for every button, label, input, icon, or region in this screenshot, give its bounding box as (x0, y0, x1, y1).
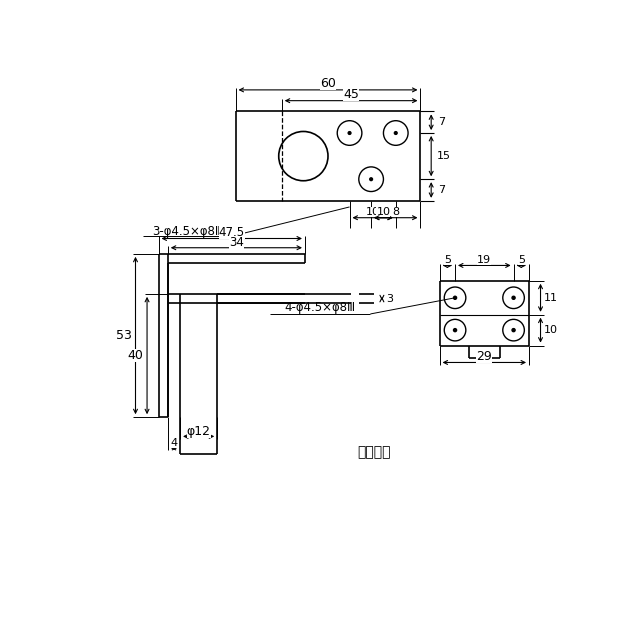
Text: φ12: φ12 (187, 424, 211, 438)
Text: 53: 53 (116, 329, 132, 342)
Text: 34: 34 (229, 236, 244, 249)
Text: 10: 10 (376, 207, 390, 216)
Text: 45: 45 (343, 88, 359, 101)
Text: 3: 3 (386, 294, 393, 303)
Circle shape (512, 328, 515, 332)
Text: 4: 4 (170, 438, 177, 447)
Circle shape (454, 296, 456, 300)
Circle shape (370, 178, 372, 180)
Text: 8: 8 (392, 207, 399, 216)
Text: 上部金具: 上部金具 (358, 445, 391, 459)
Text: 10: 10 (365, 207, 380, 216)
Text: 47.5: 47.5 (219, 226, 245, 239)
Text: 7: 7 (438, 117, 445, 127)
Text: 7: 7 (438, 185, 445, 195)
Text: 60: 60 (320, 77, 336, 90)
Circle shape (454, 328, 456, 332)
Circle shape (394, 132, 397, 134)
Text: 40: 40 (127, 349, 143, 362)
Circle shape (348, 132, 351, 134)
Text: 15: 15 (436, 151, 451, 161)
Text: 19: 19 (477, 255, 492, 265)
Text: 29: 29 (476, 350, 492, 363)
Text: 4-φ4.5×φ8Ⅲ: 4-φ4.5×φ8Ⅲ (285, 301, 356, 314)
Text: 3-φ4.5×φ8Ⅲ: 3-φ4.5×φ8Ⅲ (152, 225, 223, 238)
Text: 5: 5 (518, 255, 525, 265)
Text: 5: 5 (444, 255, 451, 265)
Text: 11: 11 (544, 292, 558, 303)
Text: 10: 10 (544, 325, 558, 335)
Circle shape (512, 296, 515, 300)
